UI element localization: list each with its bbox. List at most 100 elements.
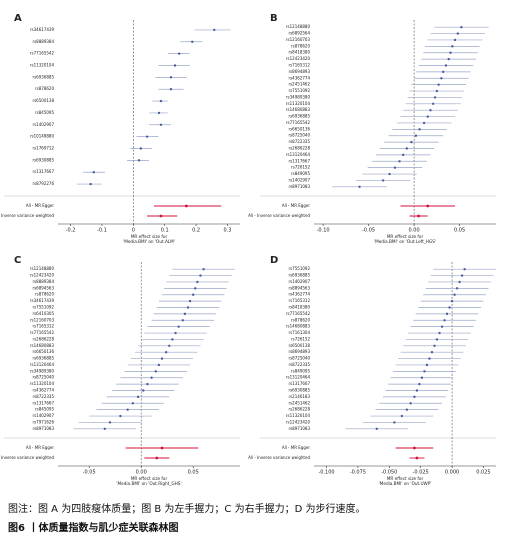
estimate-point	[405, 408, 409, 411]
snp-label: rs6930885	[32, 157, 54, 162]
snp-label: rs34617439	[30, 27, 55, 32]
snp-label: rs1402907	[288, 177, 310, 182]
summary-point	[415, 456, 419, 460]
summary-point	[160, 446, 164, 450]
snp-label: rs34617439	[30, 298, 55, 303]
snp-label: rs7971626	[32, 419, 54, 424]
snp-label: rs878620	[291, 43, 310, 48]
x-axis-label: MR effect size for	[387, 476, 424, 481]
snp-label: rs13120464	[286, 152, 311, 157]
estimate-point	[181, 319, 184, 322]
estimate-point	[398, 160, 401, 163]
estimate-point	[460, 274, 464, 277]
snp-label: rs34989380	[286, 94, 311, 99]
estimate-point	[194, 287, 197, 290]
snp-label: rs12148880	[286, 24, 311, 29]
snp-label: rs11320104	[30, 63, 55, 68]
estimate-point	[440, 325, 444, 328]
estimate-point	[173, 64, 177, 67]
snp-label: rs8725040	[288, 133, 310, 138]
snp-label: rs8725040	[32, 375, 54, 380]
estimate-point	[358, 185, 361, 189]
x-tick-label: 0.05	[454, 228, 465, 234]
estimate-point	[196, 280, 199, 284]
snp-label: rs8971083	[32, 426, 54, 431]
x-tick-label: 0.05	[188, 470, 199, 476]
x-tick-label: 0.1	[161, 228, 169, 234]
snp-label: rs8418380	[288, 50, 310, 55]
estimate-point	[188, 299, 192, 303]
estimate-point	[213, 28, 216, 32]
x-axis-label: 'Media.BMI' on 'Out.Left_HGS'	[374, 239, 436, 244]
snp-label: rs2451462	[288, 82, 310, 87]
estimate-point	[108, 421, 112, 424]
estimate-point	[89, 182, 92, 186]
x-axis-label: 'Media.BMI' on 'Out.Right_GHS'	[116, 481, 181, 486]
x-tick-label: 0.000	[445, 470, 459, 476]
estimate-point	[453, 38, 457, 42]
estimate-point	[126, 408, 129, 411]
summary-point	[159, 214, 163, 218]
snp-label: rs7161304	[288, 330, 310, 335]
snp-label: rs2146183	[288, 394, 310, 399]
snp-label: rs8694893	[288, 349, 310, 354]
panel-label: C	[14, 255, 21, 266]
snp-label: rs12423420	[286, 419, 311, 424]
snp-label: rs2686228	[288, 407, 310, 412]
x-axis-label: MR effect size for	[131, 234, 168, 239]
snp-label: rs6936885	[32, 74, 54, 79]
estimate-point	[432, 102, 435, 106]
estimate-point	[409, 402, 412, 405]
snp-label: rs1317667	[32, 400, 54, 405]
summary-label: All - MR Egger	[26, 203, 55, 208]
snp-label: rs878620	[35, 86, 54, 91]
x-tick-label: 0.00	[136, 470, 147, 476]
x-tick-label: -0.075	[350, 470, 366, 476]
estimate-point	[451, 45, 454, 48]
snp-label: rs10148880	[30, 134, 55, 139]
estimate-point	[438, 331, 441, 335]
estimate-point	[183, 312, 187, 316]
estimate-point	[160, 357, 164, 360]
snp-label: rs845095	[35, 407, 54, 412]
estimate-point	[442, 70, 445, 74]
estimate-point	[191, 40, 194, 43]
snp-label: rs7165312	[32, 324, 54, 329]
snp-label: rs2686228	[288, 146, 310, 151]
estimate-point	[192, 293, 195, 296]
x-tick-label: -0.05	[83, 470, 96, 476]
snp-label: rs7165312	[288, 298, 310, 303]
snp-label: rs8722335	[32, 394, 54, 399]
estimate-point	[136, 395, 140, 399]
snp-label: rs6936885	[288, 114, 310, 119]
snp-label: rs878620	[35, 292, 54, 297]
x-tick-label: -0.100	[318, 470, 334, 476]
estimate-point	[177, 52, 181, 55]
summary-point	[184, 204, 188, 208]
snp-label: rs77165542	[286, 311, 311, 316]
estimate-point	[103, 427, 107, 431]
snp-label: rs6650136	[32, 349, 54, 354]
snp-label: rs6930885	[288, 388, 310, 393]
snp-label: rs14680883	[30, 343, 55, 348]
snp-label: rs1402907	[32, 122, 54, 127]
estimate-point	[449, 51, 452, 54]
estimate-point	[150, 376, 153, 379]
summary-label: All - Inverse variance weighted	[0, 213, 54, 218]
snp-label: rs12423420	[30, 273, 55, 278]
estimate-point	[460, 25, 463, 29]
estimate-point	[420, 376, 424, 379]
snp-label: rs6892564	[288, 31, 310, 36]
snp-label: rs11320104	[30, 381, 55, 386]
snp-label: rs12160703	[30, 317, 55, 322]
snp-label: rs1402907	[288, 279, 310, 284]
snp-label: rs8792276	[32, 181, 54, 186]
estimate-point	[202, 267, 205, 271]
snp-label: rs14680883	[286, 324, 311, 329]
snp-label: rs849095	[291, 368, 310, 373]
estimate-point	[410, 140, 413, 144]
summary-label: All - MR Egger	[282, 203, 311, 208]
figure: A-0.2 -0.1 0 0.1 0.2 0.3MR effect size for'Me…	[0, 13, 496, 486]
estimate-point	[177, 325, 180, 328]
snp-label: rs8889384	[32, 279, 54, 284]
